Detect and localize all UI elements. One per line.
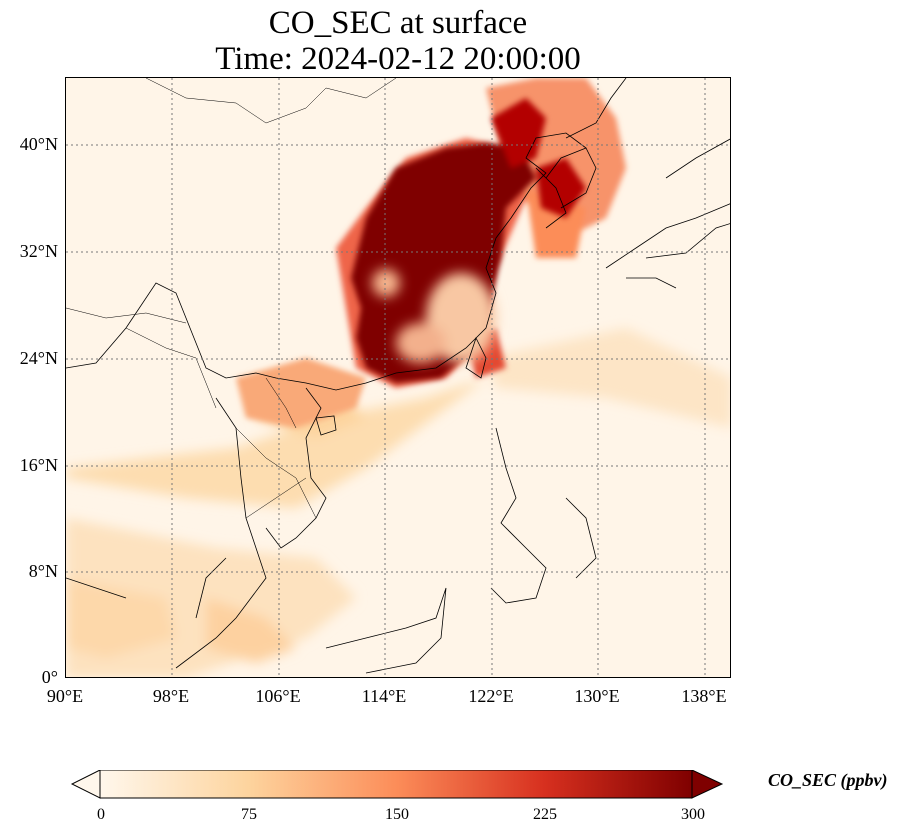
colorbar-extend-low: [70, 770, 101, 799]
concentration-field-high: [351, 98, 586, 383]
lon-label-130e: 130°E: [574, 686, 620, 706]
concentration-field-low: [66, 328, 730, 677]
map-panel: [65, 77, 731, 678]
lon-label-114e: 114°E: [361, 686, 407, 706]
lon-label-90e: 90°E: [46, 686, 84, 706]
colorbar-tick-75: 75: [241, 806, 257, 823]
colorbar-tick-225: 225: [533, 806, 557, 823]
lon-label-106e: 106°E: [255, 686, 301, 706]
lon-label-122e: 122°E: [468, 686, 514, 706]
lat-label-16n: 16°N: [19, 455, 58, 475]
colorbar-tick-0: 0: [97, 806, 105, 823]
lon-label-138e: 138°E: [681, 686, 727, 706]
colorbar: [70, 770, 724, 799]
lon-label-98e: 98°E: [152, 686, 190, 706]
gridlines: [66, 78, 730, 677]
plot-title-line-1: CO_SEC at surface: [268, 5, 528, 41]
plot-title-line-2: Time: 2024-02-12 20:00:00: [215, 41, 581, 77]
colorbar-tick-150: 150: [385, 806, 409, 823]
colorbar-tick-300: 300: [681, 806, 705, 823]
colorbar-extend-high: [691, 770, 724, 799]
lat-label-24n: 24°N: [19, 348, 58, 368]
colorbar-gradient: [100, 770, 692, 798]
colorbar-outline: [99, 770, 693, 799]
lat-label-0: 0°: [41, 667, 58, 687]
country-borders: [66, 78, 397, 519]
lat-label-32n: 32°N: [19, 241, 58, 261]
concentration-field-holes: [372, 269, 496, 363]
map-canvas: [66, 78, 730, 677]
lat-label-8n: 8°N: [28, 561, 58, 581]
coastlines: [66, 78, 730, 674]
lat-label-40n: 40°N: [19, 134, 58, 154]
colorbar-label: CO_SEC (ppbv): [768, 770, 888, 790]
